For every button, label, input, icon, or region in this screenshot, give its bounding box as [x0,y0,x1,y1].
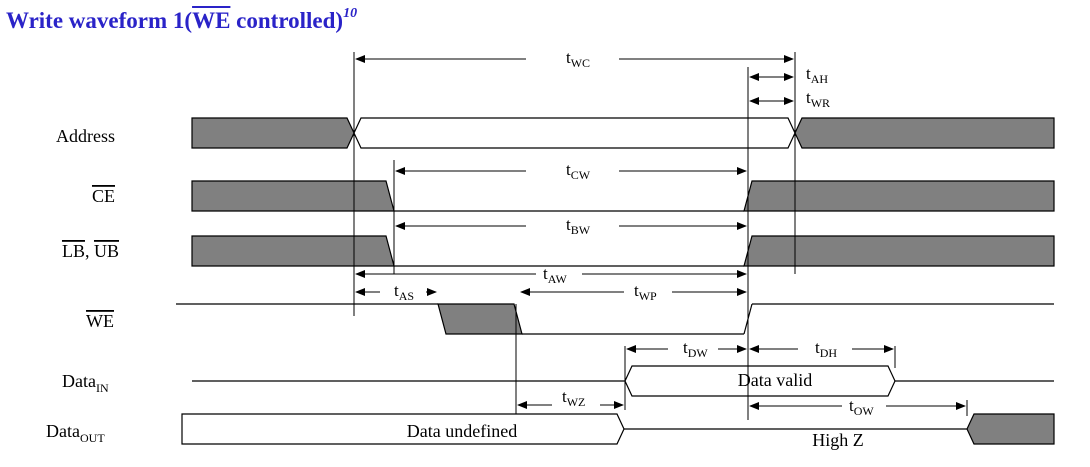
diagram-title: Write waveform 1(WE controlled)10 [6,6,358,34]
label-ub: UB [94,241,119,261]
data-out-waveform [181,413,1055,445]
address-valid-window [353,117,796,149]
label-ce: CE [92,186,115,206]
label-lb-ub: LB, UB [62,241,119,261]
ce-high-left [191,180,395,212]
data-in-waveform [192,365,1054,397]
timing-label-tah: tAH [806,64,828,86]
title-prefix: Write waveform 1( [6,8,193,33]
timing-label-taw: tAW [543,264,567,286]
lb-ub-high-left [191,235,395,267]
label-address: Address [56,126,115,146]
ce-high-right [743,180,1055,212]
lb-ub-high-right [743,235,1055,267]
signal-waveforms [176,117,1055,445]
timing-label-tdw: tDW [683,338,708,360]
label-data-in-sub: IN [96,381,109,395]
label-data-in-main: Data [62,371,96,391]
title-suffix: controlled) [230,8,344,33]
timing-label-tbw: tBW [566,215,591,237]
title-we-overline: WE [192,8,231,33]
title-footnote: 10 [343,6,358,22]
label-lb: LB [62,241,85,261]
data-out-driven-region [966,413,1055,445]
address-waveform [191,117,1055,149]
timing-label-twr: tWR [806,88,830,110]
timing-label-tow: tOW [849,396,874,418]
timing-arrows [355,55,966,410]
timing-label-twc: tWC [566,48,590,70]
label-data-out-sub: OUT [80,431,105,445]
label-data-out: DataOUT [46,421,105,445]
annotation-data-undefined: Data undefined [407,421,517,441]
timing-label-twz: tWZ [562,387,585,409]
timing-label-tdh: tDH [815,338,837,360]
reference-lines [353,52,968,420]
we-transition-region [437,303,523,335]
address-invalid-right [794,117,1055,149]
annotation-high-z: High Z [812,430,864,450]
lb-ub-waveform [191,235,1055,267]
label-data-in: DataIN [62,371,109,395]
label-data-out-main: Data [46,421,80,441]
ce-waveform [191,180,1055,212]
label-lb-ub-sep: , [85,241,94,261]
annotation-data-valid: Data valid [738,370,812,390]
label-we: WE [86,311,114,331]
we-waveform [176,303,1054,335]
timing-label-tcw: tCW [566,160,591,182]
timing-label-twp: tWP [634,281,657,303]
address-invalid-left [191,117,355,149]
timing-label-tas: tAS [394,281,414,303]
data-undefined-region [181,413,625,445]
